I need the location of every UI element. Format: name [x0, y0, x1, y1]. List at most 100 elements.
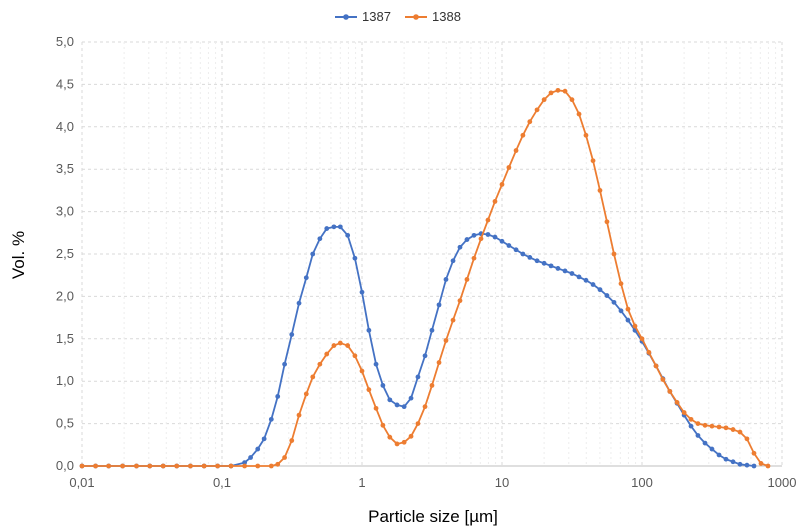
y-axis-title: Vol. % — [9, 231, 28, 279]
data-point-1388 — [93, 463, 98, 469]
data-point-1388 — [576, 111, 582, 117]
data-point-1388 — [450, 317, 456, 323]
y-tick-label: 0,0 — [56, 458, 74, 473]
data-point-1388 — [408, 433, 414, 439]
data-point-1387 — [548, 263, 554, 269]
data-point-1387 — [429, 327, 435, 333]
data-point-1388 — [394, 441, 400, 447]
data-point-1388 — [242, 463, 247, 469]
legend-marker-1388 — [413, 14, 419, 20]
data-point-1388 — [201, 463, 207, 469]
data-point-1387 — [471, 232, 477, 238]
data-point-1388 — [387, 434, 393, 440]
data-point-1388 — [296, 412, 302, 418]
y-tick-label: 1,5 — [56, 331, 74, 346]
data-point-1388 — [303, 391, 309, 397]
data-point-1388 — [415, 421, 421, 426]
data-point-1388 — [653, 363, 659, 369]
data-point-1388 — [443, 338, 449, 343]
data-point-1388 — [366, 387, 372, 393]
data-point-1387 — [506, 243, 512, 248]
data-point-1387 — [415, 374, 421, 380]
data-point-1387 — [709, 446, 715, 452]
data-point-1388 — [380, 422, 386, 428]
data-point-1387 — [366, 327, 372, 333]
data-point-1388 — [485, 217, 491, 223]
x-tick-label: 100 — [631, 475, 653, 490]
legend-label-1388: 1388 — [432, 9, 461, 24]
legend-marker-1387 — [343, 14, 349, 20]
data-point-1387 — [401, 404, 407, 410]
x-axis-title: Particle size [µm] — [368, 507, 498, 526]
data-point-1387 — [737, 461, 743, 467]
data-point-1387 — [751, 463, 757, 469]
data-point-1388 — [765, 463, 771, 469]
data-point-1387 — [569, 271, 575, 276]
data-point-1388 — [639, 336, 645, 342]
data-point-1388 — [228, 463, 234, 469]
data-point-1388 — [255, 463, 261, 469]
y-tick-label: 3,5 — [56, 161, 74, 176]
data-point-1387 — [380, 383, 386, 388]
data-point-1388 — [611, 251, 617, 257]
data-point-1388 — [324, 351, 330, 357]
data-point-1387 — [604, 293, 610, 298]
data-point-1388 — [646, 349, 652, 355]
data-point-1387 — [625, 317, 631, 323]
data-point-1387 — [242, 460, 247, 466]
data-point-1387 — [597, 287, 603, 293]
data-point-1388 — [317, 361, 323, 367]
data-point-1388 — [569, 97, 575, 103]
data-point-1388 — [709, 423, 715, 429]
data-point-1387 — [317, 236, 323, 242]
data-point-1388 — [681, 410, 687, 415]
x-tick-label: 0,01 — [69, 475, 94, 490]
data-point-1387 — [464, 237, 470, 242]
data-point-1387 — [576, 274, 582, 280]
data-point-1387 — [408, 395, 414, 401]
data-point-1387 — [289, 332, 295, 337]
data-point-1388 — [79, 463, 85, 469]
data-point-1387 — [394, 402, 400, 408]
data-point-1388 — [744, 436, 750, 442]
data-point-1388 — [660, 377, 666, 382]
data-point-1388 — [337, 340, 343, 346]
series-1388 — [79, 87, 771, 469]
data-point-1387 — [618, 308, 624, 314]
data-point-1388 — [464, 277, 470, 282]
data-point-1387 — [345, 232, 351, 238]
data-point-1387 — [282, 361, 287, 367]
data-point-1388 — [352, 353, 358, 359]
data-point-1388 — [695, 421, 701, 426]
data-point-1388 — [106, 463, 112, 469]
data-point-1388 — [174, 463, 180, 469]
data-point-1387 — [611, 299, 617, 305]
legend-label-1387: 1387 — [362, 9, 391, 24]
data-point-1388 — [527, 119, 533, 125]
data-point-1388 — [147, 463, 153, 469]
data-point-1387 — [450, 258, 456, 264]
data-point-1388 — [429, 383, 435, 388]
data-point-1387 — [513, 247, 519, 253]
data-point-1387 — [702, 440, 708, 446]
data-point-1387 — [744, 462, 750, 468]
data-point-1387 — [387, 397, 393, 403]
data-point-1388 — [513, 148, 519, 153]
data-point-1387 — [359, 289, 365, 295]
data-point-1387 — [275, 394, 281, 399]
data-point-1388 — [751, 450, 757, 456]
data-point-1387 — [590, 282, 596, 287]
data-point-1388 — [520, 132, 526, 138]
data-point-1388 — [583, 132, 589, 138]
data-point-1388 — [436, 360, 442, 365]
data-point-1387 — [436, 302, 442, 308]
data-point-1388 — [457, 298, 463, 304]
data-point-1387 — [337, 224, 343, 230]
data-point-1388 — [597, 188, 603, 193]
data-point-1388 — [345, 343, 351, 348]
data-point-1387 — [555, 266, 561, 271]
y-tick-label: 3,0 — [56, 204, 74, 219]
data-point-1387 — [562, 268, 568, 274]
data-point-1387 — [310, 251, 316, 257]
